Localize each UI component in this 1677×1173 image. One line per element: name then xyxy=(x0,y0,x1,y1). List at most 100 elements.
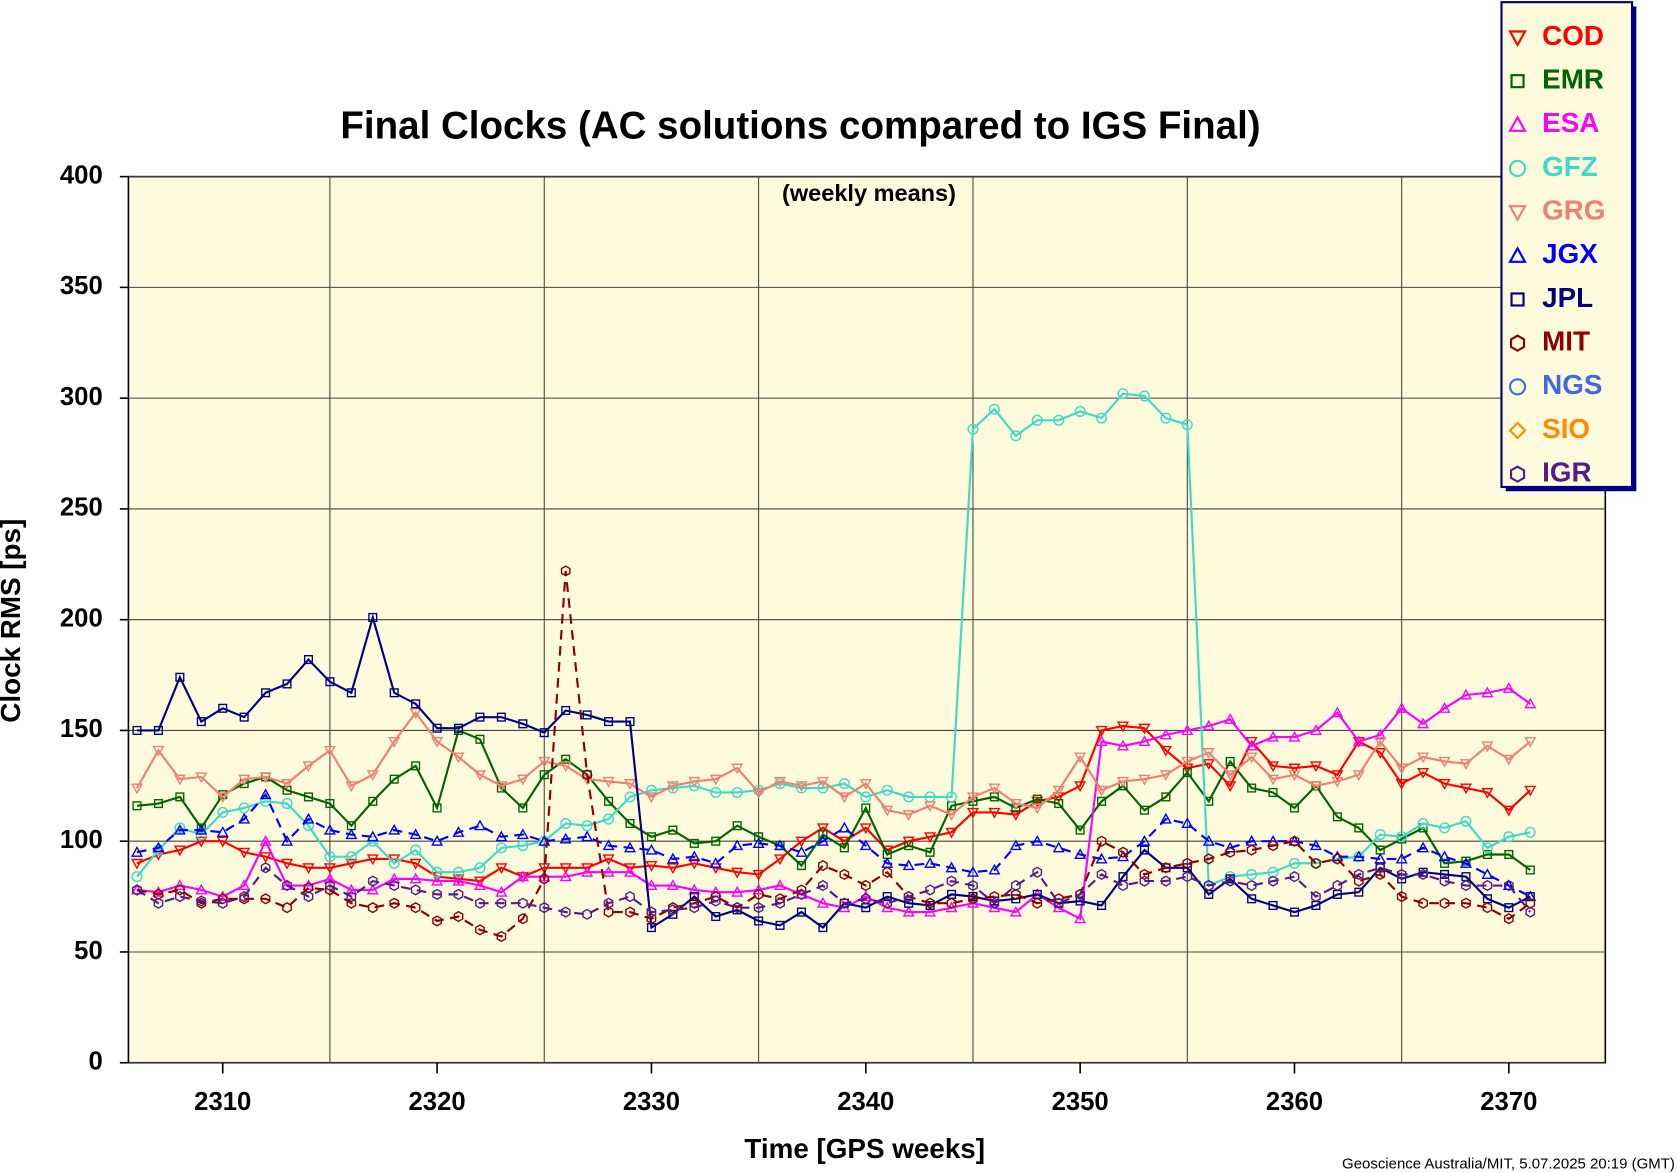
marker xyxy=(796,861,807,871)
marker xyxy=(1289,871,1300,883)
marker xyxy=(796,884,807,896)
marker xyxy=(988,807,1001,819)
marker xyxy=(1118,879,1128,892)
marker xyxy=(1160,412,1172,424)
marker xyxy=(925,847,935,857)
marker xyxy=(754,916,764,926)
marker xyxy=(1288,857,1301,869)
marker xyxy=(945,810,958,821)
marker xyxy=(1031,796,1044,808)
marker xyxy=(559,870,572,882)
marker xyxy=(796,888,807,900)
marker xyxy=(452,826,465,837)
marker xyxy=(775,920,785,930)
marker xyxy=(968,879,978,892)
footer: Geoscience Australia/MIT, 5.07.2025 20:1… xyxy=(1342,1155,1675,1172)
marker xyxy=(1353,868,1364,881)
marker xyxy=(1161,875,1171,887)
marker xyxy=(839,897,850,909)
marker xyxy=(1053,414,1065,426)
x-tick-label: 2350 xyxy=(1052,1088,1109,1116)
marker xyxy=(1052,785,1065,797)
marker xyxy=(239,712,249,722)
marker xyxy=(238,802,250,814)
marker xyxy=(1074,405,1086,417)
marker xyxy=(518,803,528,813)
marker xyxy=(1054,798,1064,809)
series-line xyxy=(136,570,1531,938)
marker xyxy=(882,897,893,909)
marker xyxy=(1502,754,1515,766)
marker xyxy=(1502,805,1515,817)
marker xyxy=(666,781,679,793)
marker xyxy=(625,818,635,829)
marker xyxy=(1159,728,1172,740)
marker xyxy=(1224,713,1237,724)
marker xyxy=(1139,805,1149,815)
marker xyxy=(625,906,635,918)
marker xyxy=(1417,752,1430,764)
marker xyxy=(261,688,271,698)
legend-marker xyxy=(1508,421,1527,440)
marker xyxy=(431,874,444,886)
marker xyxy=(1224,781,1237,793)
marker xyxy=(475,712,485,722)
marker xyxy=(195,836,208,848)
marker xyxy=(473,770,486,781)
marker xyxy=(1117,776,1130,788)
marker xyxy=(753,888,764,900)
marker xyxy=(839,843,849,853)
marker xyxy=(1032,897,1043,909)
marker xyxy=(1159,812,1172,824)
y-axis-label: Clock RMS [ps] xyxy=(0,519,26,723)
marker xyxy=(1247,894,1257,904)
marker xyxy=(816,776,829,788)
y-tick-label: 100 xyxy=(60,826,103,854)
marker xyxy=(325,879,335,892)
marker xyxy=(925,897,935,909)
marker xyxy=(645,843,658,855)
marker xyxy=(496,712,506,722)
marker xyxy=(731,763,744,775)
marker xyxy=(1268,787,1278,798)
marker xyxy=(366,883,379,895)
marker xyxy=(389,897,400,909)
lines xyxy=(130,388,1537,943)
marker xyxy=(1159,745,1172,757)
marker xyxy=(1074,781,1087,793)
marker xyxy=(1504,849,1514,860)
marker xyxy=(1418,868,1428,881)
marker xyxy=(602,776,615,788)
marker xyxy=(475,897,485,909)
marker xyxy=(1438,779,1451,790)
marker xyxy=(410,884,421,896)
marker xyxy=(452,752,465,764)
marker xyxy=(260,893,271,905)
marker xyxy=(625,717,635,727)
marker xyxy=(561,705,571,716)
marker xyxy=(968,893,978,905)
marker xyxy=(217,897,228,909)
marker xyxy=(624,791,636,803)
marker xyxy=(817,782,829,794)
marker xyxy=(689,892,699,902)
marker xyxy=(666,852,679,864)
marker xyxy=(175,672,185,682)
marker xyxy=(838,778,850,790)
y-tick-label: 250 xyxy=(60,494,103,522)
marker xyxy=(368,796,378,806)
marker xyxy=(1481,787,1494,799)
legend-label: ESA xyxy=(1542,107,1599,138)
marker xyxy=(581,830,594,842)
marker xyxy=(152,841,165,853)
marker xyxy=(861,803,871,813)
marker xyxy=(860,791,872,803)
marker xyxy=(516,774,529,786)
marker xyxy=(1418,897,1428,909)
marker xyxy=(345,883,358,895)
marker xyxy=(582,710,592,720)
marker xyxy=(816,823,829,835)
marker xyxy=(1097,796,1107,806)
marker xyxy=(1481,686,1494,698)
marker xyxy=(1354,823,1364,833)
